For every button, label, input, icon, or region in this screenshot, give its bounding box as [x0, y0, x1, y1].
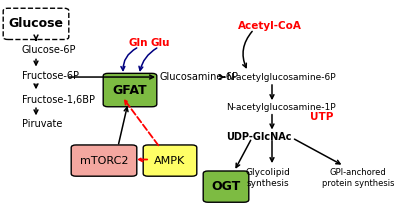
Text: OGT: OGT [211, 180, 241, 193]
Text: Glucose-6P: Glucose-6P [22, 45, 76, 55]
FancyBboxPatch shape [3, 8, 69, 39]
Text: Gln: Gln [128, 38, 148, 48]
Text: GPI-anchored
protein synthesis: GPI-anchored protein synthesis [322, 168, 394, 188]
Text: Fructose-1,6BP: Fructose-1,6BP [22, 95, 95, 105]
Text: Fructose-6P: Fructose-6P [22, 71, 79, 81]
FancyBboxPatch shape [103, 73, 157, 107]
Text: mTORC2: mTORC2 [80, 156, 128, 166]
Text: Piruvate: Piruvate [22, 119, 62, 129]
Text: UTP: UTP [310, 112, 333, 122]
Text: Acetyl-CoA: Acetyl-CoA [238, 21, 302, 31]
FancyBboxPatch shape [71, 145, 137, 176]
Text: Glycolipid
synthesis: Glycolipid synthesis [246, 168, 290, 188]
Text: UDP-GlcNAc: UDP-GlcNAc [226, 132, 292, 142]
FancyBboxPatch shape [203, 171, 249, 202]
Text: Glucosamine-6P: Glucosamine-6P [160, 72, 239, 82]
Text: N-acetylglucosamine-6P: N-acetylglucosamine-6P [226, 72, 336, 82]
Text: N-acetylglucosamine-1P: N-acetylglucosamine-1P [226, 103, 336, 112]
Text: Glucose: Glucose [8, 17, 64, 30]
Text: GFAT: GFAT [113, 84, 147, 97]
Text: Glu: Glu [150, 38, 170, 48]
Text: AMPK: AMPK [154, 156, 186, 166]
FancyBboxPatch shape [143, 145, 197, 176]
